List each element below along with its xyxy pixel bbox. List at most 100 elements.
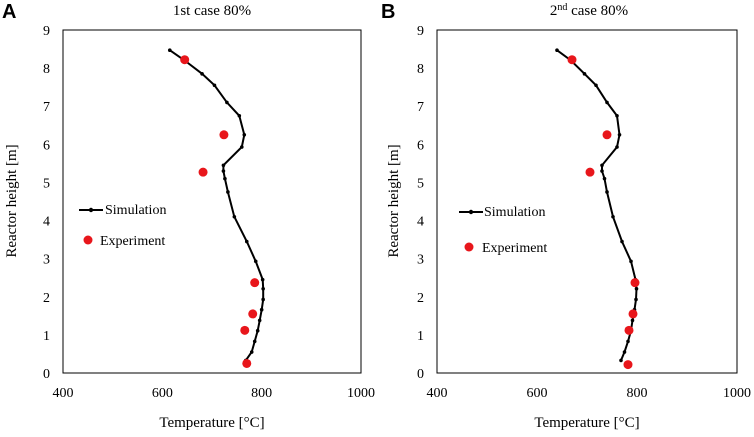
panel-b-y-ticks: 0 1 2 3 4 5 6 7 8 9 <box>417 24 424 382</box>
panel-a-simulation-point <box>261 297 265 302</box>
panel-b-legend-experiment-label: Experiment <box>482 241 547 256</box>
panel-b-xtick-label: 800 <box>627 386 648 401</box>
panel-a-ytick-label: 5 <box>43 176 50 191</box>
panel-a-xtick-label: 600 <box>152 386 173 401</box>
panel-b-experiment-point <box>585 167 595 177</box>
panel-a-ytick-label: 4 <box>43 215 50 230</box>
panel-a-simulation-point <box>260 277 265 282</box>
panel-b-simulation-point <box>600 163 604 168</box>
panel-b-simulation-point <box>626 339 630 344</box>
panel-b-simulation-point <box>615 113 619 118</box>
panel-b-title: 2nd case 80% <box>550 2 628 19</box>
panel-b-ytick-label: 7 <box>417 100 424 115</box>
panel-b-ytick-label: 5 <box>417 176 424 191</box>
panel-b-experiment-point <box>628 309 638 319</box>
panel-a-label: A <box>2 1 16 23</box>
panel-a-y-axis-label: Reactor height [m] <box>4 144 20 257</box>
panel-a-xtick-label: 1000 <box>347 386 375 401</box>
panel-b: B 2nd case 80% 0 1 2 3 4 5 6 7 8 9 400 6… <box>381 1 751 431</box>
panel-b-experiment-point <box>567 55 577 65</box>
panel-b-ytick-label: 1 <box>417 329 424 344</box>
panel-a-y-ticks: 0 1 2 3 4 5 6 7 8 9 <box>43 24 50 382</box>
panel-b-simulation-point <box>555 48 559 52</box>
panel-b-simulation-point <box>605 100 609 105</box>
panel-a-legend: Simulation Experiment <box>79 203 166 249</box>
panel-a-simulation-point <box>259 307 264 312</box>
panel-a-x-ticks: 400 600 800 1000 <box>53 386 376 401</box>
panel-a-xtick-label: 800 <box>251 386 272 401</box>
panel-a-simulation-point <box>212 83 217 88</box>
panel-a-legend-simulation-label: Simulation <box>105 203 166 218</box>
panel-a-simulation-point <box>252 339 257 344</box>
panel-a-simulation-point <box>221 163 226 168</box>
panel-b-simulation-point <box>622 350 627 354</box>
panel-b-y-axis-label: Reactor height [m] <box>386 144 402 257</box>
panel-a-ytick-label: 9 <box>43 24 50 39</box>
panel-b-label: B <box>381 1 395 23</box>
panel-a-legend-experiment-label: Experiment <box>100 234 165 249</box>
panel-b-ytick-label: 8 <box>417 62 424 77</box>
panel-a-ytick-label: 2 <box>43 291 50 306</box>
panel-b-ytick-label: 6 <box>417 138 424 153</box>
panel-b-simulation-point <box>619 358 623 363</box>
panel-b-simulation-point <box>602 176 607 181</box>
panel-b-simulation-point <box>615 145 619 149</box>
panel-b-xtick-label: 600 <box>527 386 548 401</box>
panel-b-legend-simulation-label: Simulation <box>484 205 545 220</box>
panel-b-simulation-line <box>556 49 638 361</box>
panel-a-simulation-point <box>200 72 204 76</box>
panel-b-legend-experiment-marker <box>464 242 474 252</box>
panel-a-ytick-label: 7 <box>43 100 50 115</box>
panel-a-simulation-point <box>257 318 262 323</box>
panel-b-simulation-point <box>629 259 633 264</box>
panel-a-simulation-point <box>232 214 237 219</box>
panel-b-simulation-point <box>630 318 635 323</box>
panel-b-simulation-point <box>611 214 615 219</box>
panel-b-simulation-point <box>600 169 604 173</box>
panel-b-x-axis-label: Temperature [°C] <box>534 415 639 431</box>
panel-b-ytick-label: 2 <box>417 291 424 306</box>
panel-a-ytick-label: 0 <box>43 367 50 382</box>
panel-a-experiment-point <box>180 55 190 65</box>
panel-b-ytick-label: 3 <box>417 253 424 268</box>
panel-a-legend-simulation-dot <box>88 207 94 213</box>
panel-a-simulation-point <box>240 145 244 149</box>
panel-a-simulation-point <box>244 239 249 244</box>
panel-b-simulation-point <box>634 286 639 291</box>
panel-a-x-axis-label: Temperature [°C] <box>159 415 264 431</box>
panel-a-experiment-point <box>248 309 258 319</box>
panel-a-experiment-point <box>198 167 208 177</box>
panel-a-simulation-point <box>253 259 258 264</box>
panel-b-series <box>555 48 640 370</box>
panel-b-experiment-point <box>630 278 640 288</box>
panel-a-ytick-label: 8 <box>43 62 50 77</box>
panel-a-simulation-point <box>242 133 247 137</box>
panel-b-xtick-label: 400 <box>427 386 448 401</box>
panel-a-plot-area <box>62 29 362 374</box>
panel-a-experiment-point <box>242 358 252 368</box>
panel-b-experiment-point <box>623 360 633 370</box>
panel-b-xtick-label: 1000 <box>723 386 751 401</box>
panel-a-simulation-point <box>223 176 227 181</box>
panel-b-simulation-point <box>582 72 587 76</box>
panel-b-simulation-point <box>634 297 638 302</box>
panel-a-xtick-label: 400 <box>53 386 74 401</box>
panel-b-ytick-label: 9 <box>417 24 424 39</box>
panel-a-experiment-point <box>250 278 260 288</box>
panel-b-ytick-label: 4 <box>417 215 424 230</box>
panel-a-simulation-point <box>261 286 265 291</box>
panel-a-experiment-point <box>240 325 250 335</box>
panel-a-simulation-point <box>255 328 260 333</box>
panel-a-simulation-point <box>225 100 229 105</box>
panel-a-ytick-label: 3 <box>43 253 50 268</box>
panel-a-ytick-label: 6 <box>43 138 50 153</box>
panel-a-experiment-point <box>219 130 229 140</box>
panel-a-simulation-point <box>249 350 254 354</box>
panel-b-ytick-label: 0 <box>417 367 424 382</box>
panel-b-simulation-point <box>620 239 624 244</box>
panel-b-simulation-point <box>594 83 598 88</box>
panel-a-series <box>167 48 265 368</box>
panel-b-x-ticks: 400 600 800 1000 <box>427 386 752 401</box>
panel-a-legend-experiment-marker <box>83 235 93 245</box>
